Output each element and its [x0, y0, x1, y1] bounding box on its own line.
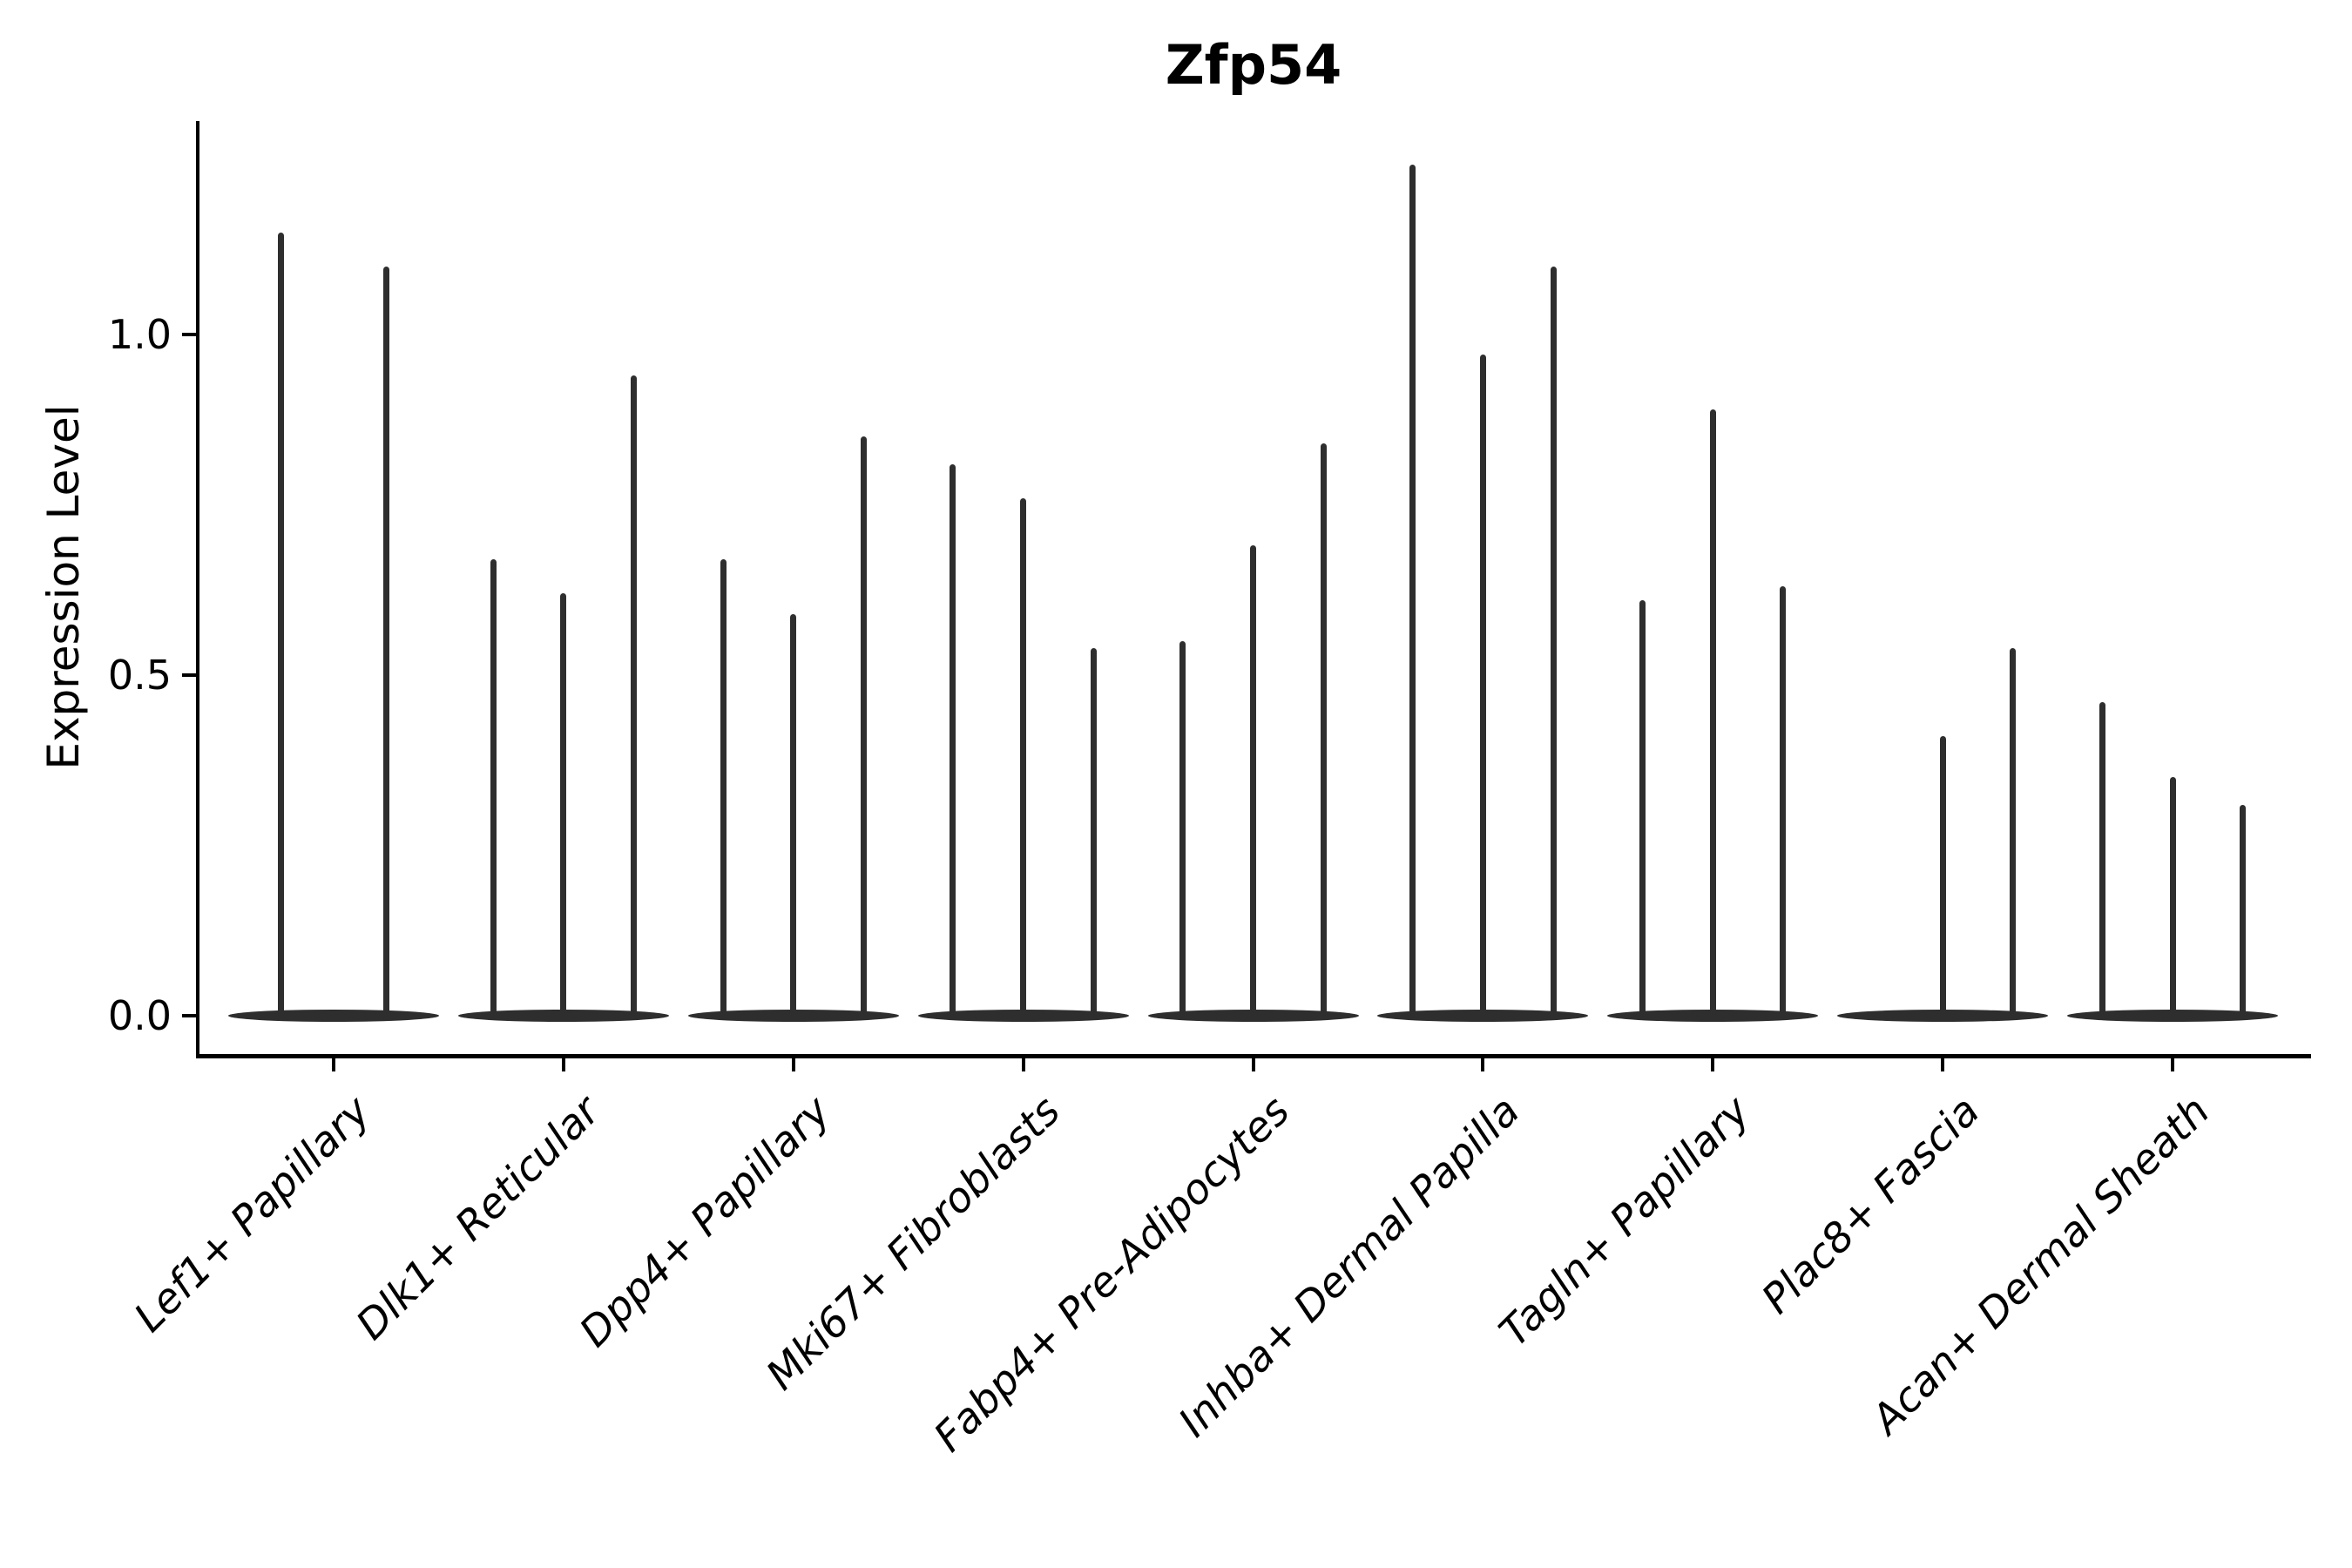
y-tick-mark — [182, 1014, 198, 1017]
violin-spike — [2099, 702, 2105, 1016]
violin-spike — [2169, 777, 2176, 1016]
violin-base — [687, 1010, 899, 1022]
x-tick-mark — [1711, 1056, 1715, 1071]
violin-spike — [1020, 497, 1027, 1016]
x-tick-label: Plac8+ Fascia — [1752, 1087, 1990, 1324]
violin-spike — [2240, 804, 2247, 1016]
violin-spike — [1479, 355, 1486, 1016]
violin-spike — [1709, 409, 1716, 1016]
x-tick-label: Dpp4+ Papillary — [570, 1087, 840, 1357]
x-tick-label: Tagln+ Papillary — [1490, 1087, 1760, 1356]
violin-spike — [1250, 545, 1256, 1016]
violin-spike — [1179, 640, 1186, 1016]
violin-spike — [631, 375, 638, 1016]
y-tick-label: 0.0 — [107, 992, 172, 1039]
violin-spike — [1639, 599, 1646, 1016]
violin-base — [917, 1010, 1129, 1022]
violin-spike — [2010, 647, 2017, 1016]
violin-base — [457, 1010, 669, 1022]
violin-base — [2067, 1010, 2278, 1022]
x-tick-mark — [1021, 1056, 1025, 1071]
violin-spike — [1550, 266, 1557, 1016]
violin-spike — [790, 613, 797, 1016]
x-tick-mark — [2171, 1056, 2174, 1071]
violin-spike — [560, 593, 567, 1016]
violin-base — [1837, 1010, 2049, 1022]
violin-spike — [490, 559, 497, 1016]
violin-spike — [950, 463, 956, 1016]
violin-spike — [1780, 586, 1787, 1016]
x-tick-label: Lef1+ Papillary — [125, 1087, 380, 1342]
y-axis-label: Expression Level — [38, 404, 89, 770]
x-tick-mark — [561, 1056, 565, 1071]
x-tick-label: Dlk1+ Reticular — [347, 1087, 610, 1349]
y-axis-spine — [196, 121, 199, 1058]
violin-base — [1377, 1010, 1589, 1022]
violin-spike — [1409, 164, 1416, 1016]
y-tick-label: 1.0 — [107, 311, 172, 358]
violin-spike — [1320, 443, 1327, 1016]
x-tick-mark — [1251, 1056, 1255, 1071]
x-tick-mark — [332, 1056, 335, 1071]
violin-spike — [1939, 736, 1946, 1016]
y-tick-mark — [182, 673, 198, 677]
violin-spike — [860, 436, 867, 1016]
y-tick-label: 0.5 — [107, 652, 172, 699]
violin-spike — [1090, 647, 1097, 1016]
violin-base — [1607, 1010, 1819, 1022]
x-tick-mark — [1941, 1056, 1945, 1071]
x-tick-mark — [1481, 1056, 1485, 1071]
violin-spike — [720, 559, 727, 1016]
x-tick-mark — [791, 1056, 795, 1071]
violin-base — [228, 1010, 439, 1022]
violin-base — [1147, 1010, 1359, 1022]
violin-spike — [383, 266, 389, 1016]
violin-spike — [278, 232, 284, 1016]
chart-title: Zfp54 — [1165, 33, 1342, 97]
y-tick-mark — [182, 333, 198, 336]
